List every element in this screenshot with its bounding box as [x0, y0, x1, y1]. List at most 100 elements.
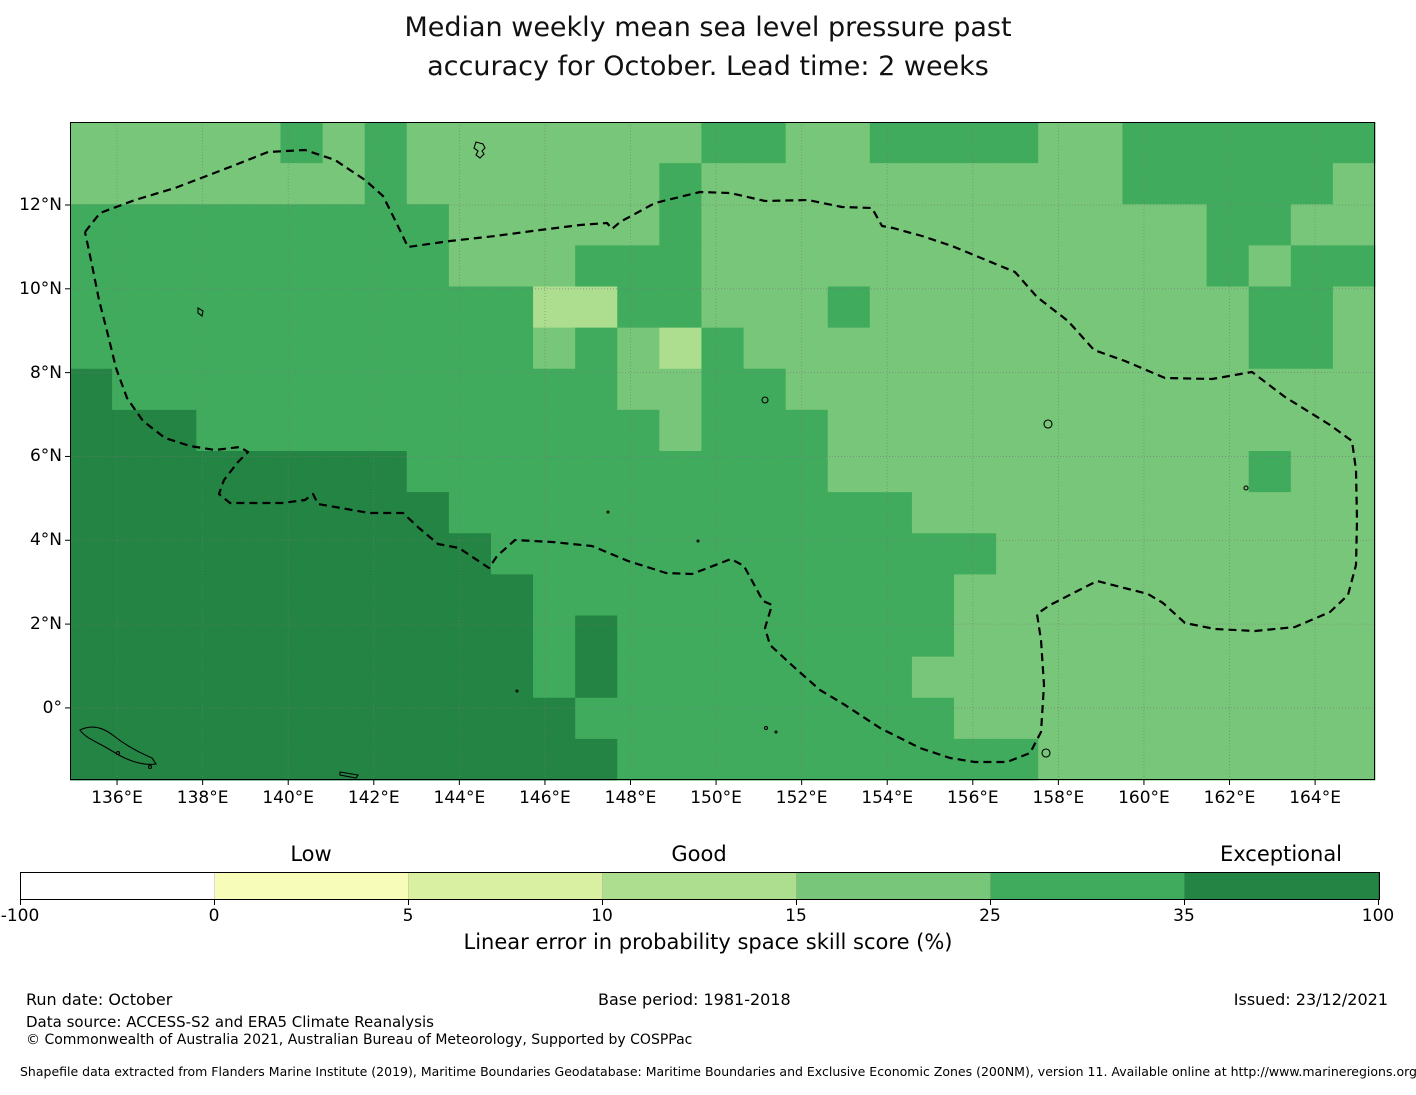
grid-cell [112, 245, 155, 288]
grid-cell [364, 409, 408, 452]
grid-cell [617, 286, 660, 329]
grid-cell [448, 615, 492, 658]
grid-cell [322, 656, 366, 699]
grid-cell [996, 368, 1039, 411]
grid-cell [1122, 574, 1166, 617]
x-tick-label: 146°E [519, 788, 571, 808]
grid-cell [827, 738, 871, 781]
grid-cell [280, 451, 324, 493]
y-tick-label: 0° [42, 697, 62, 718]
grid-cell [406, 122, 450, 164]
grid-cell [1290, 738, 1334, 781]
new-ireland-coast-island-outline [79, 726, 157, 765]
grid-cell [827, 409, 871, 452]
grid-cell [1332, 286, 1376, 329]
grid-cell [533, 368, 576, 411]
grid-cell [1290, 368, 1334, 411]
grid-cell [448, 451, 492, 493]
grid-cell [70, 738, 113, 781]
grid-cell [238, 656, 281, 699]
grid-cell [322, 327, 366, 370]
grid-cell [70, 492, 113, 534]
grid-cell [448, 204, 492, 246]
grid-cell [1038, 615, 1081, 658]
grid-cell [1038, 327, 1081, 370]
colorbar-tick-mark [214, 900, 215, 905]
grid-cell [196, 656, 239, 699]
data-source-text: Data source: ACCESS-S2 and ERA5 Climate … [26, 1013, 434, 1031]
grid-cell [869, 163, 913, 205]
nukumanu-ring-island-outline [1041, 748, 1051, 758]
grid-cell [785, 163, 829, 205]
guam-island-outline [473, 141, 486, 159]
grid-cell [154, 656, 197, 699]
colorbar-axis-label: Linear error in probability space skill … [463, 930, 953, 954]
grid-cell [112, 697, 155, 740]
grid-cell [1164, 286, 1208, 329]
grid-cell [617, 574, 660, 617]
x-tick-label: 140°E [262, 788, 315, 808]
grid-cell [1080, 286, 1123, 329]
grid-cell [743, 451, 787, 493]
grid-cell [575, 286, 618, 329]
grid-cell [280, 738, 324, 781]
grid-cell [448, 286, 492, 329]
grid-cell [911, 409, 955, 452]
grid-cell [364, 615, 408, 658]
chart-title-line2: accuracy for October. Lead time: 2 weeks [427, 51, 989, 82]
grid-cell [533, 738, 576, 781]
grid-cell [322, 492, 366, 534]
png-islet-2-island-outline [147, 764, 153, 770]
grid-cell [743, 327, 787, 370]
grid-cell [617, 245, 660, 288]
grid-cell [1248, 451, 1292, 493]
grid-cell [575, 615, 618, 658]
grid-cell [196, 615, 239, 658]
colorbar: Low Good Exceptional -100 0 5 10 15 25 35 100 Lin… [0, 840, 1416, 970]
grid-cell [112, 492, 155, 534]
grid-cell [196, 738, 239, 781]
grid-cell [954, 409, 997, 452]
grid-cell [996, 697, 1039, 740]
grid-cell [911, 533, 955, 575]
grid-cell [70, 697, 113, 740]
grid-cell [869, 533, 913, 575]
grid-cell [785, 245, 829, 288]
grid-cell [1122, 451, 1166, 493]
grid-cell [575, 163, 618, 205]
colorbar-category-label: Exceptional [1219, 842, 1343, 866]
grid-cell [1206, 451, 1250, 493]
grid-cell [238, 204, 281, 246]
grid-cell [1206, 368, 1250, 411]
x-tick-label: 142°E [347, 788, 400, 808]
grid-cell [1290, 163, 1334, 205]
grid-cell [112, 451, 155, 493]
grid-cell [575, 122, 618, 164]
grid-cell [575, 574, 618, 617]
grid-cell [996, 492, 1039, 534]
grid-cell [1122, 738, 1166, 781]
grid-cell [154, 245, 197, 288]
grid-cell [280, 533, 324, 575]
grid-cell [238, 533, 281, 575]
grid-cell [996, 656, 1039, 699]
grid-cell [1038, 738, 1081, 781]
grid-cell [1164, 204, 1208, 246]
grid-cell [112, 738, 155, 781]
grid-cell [1164, 163, 1208, 205]
map-svg [65, 122, 1376, 785]
grid-cell [196, 492, 239, 534]
grid-cell [1164, 245, 1208, 288]
chart-title: Median weekly mean sea level pressure pa… [0, 8, 1416, 86]
grid-cell [1080, 451, 1123, 493]
grid-cell [490, 204, 534, 246]
grid-cell [701, 615, 745, 658]
grid-cell [1080, 697, 1123, 740]
grid-cell [322, 204, 366, 246]
colorbar-tick-mark [408, 900, 409, 905]
grid-cell [238, 409, 281, 452]
grid-cell [659, 409, 702, 452]
grid-cell [1248, 697, 1292, 740]
grid-cell [490, 286, 534, 329]
grid-cell [1080, 574, 1123, 617]
